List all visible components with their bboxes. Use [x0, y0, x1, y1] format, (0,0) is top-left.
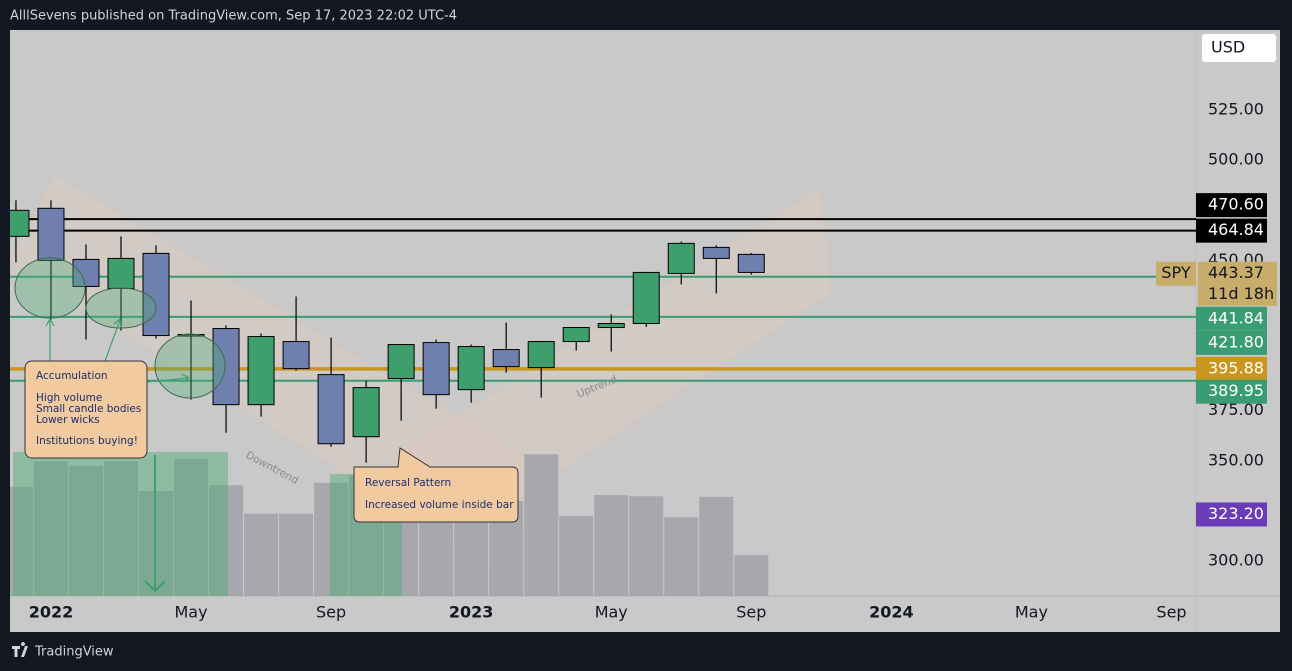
accumulation-note — [24, 360, 148, 459]
level-label: 441.84 — [1208, 308, 1264, 327]
candle-body — [597, 323, 625, 329]
volume-bar — [559, 516, 594, 596]
level-label: 395.88 — [1208, 358, 1264, 377]
axes: 525.00500.00450.00375.00350.00300.002022… — [29, 100, 1277, 622]
x-tick-label: May — [595, 603, 628, 622]
candle-body — [10, 209, 30, 237]
level-label-bg — [1196, 306, 1267, 331]
level-label-bg — [1196, 379, 1267, 404]
volume-highlight — [13, 452, 228, 596]
level-label-bg — [1196, 193, 1267, 218]
x-tick-label: Sep — [1156, 603, 1186, 622]
volume-bar — [454, 520, 489, 596]
highlight-ellipse — [85, 287, 157, 329]
y-tick-label: 525.00 — [1208, 100, 1264, 119]
y-tick-label: 300.00 — [1208, 550, 1264, 569]
volume-bar — [664, 517, 699, 596]
x-tick-label: Sep — [316, 603, 346, 622]
volume-bar — [629, 496, 664, 596]
highlight-ellipse — [14, 257, 86, 319]
candle-body — [352, 387, 380, 438]
y-tick-label: 350.00 — [1208, 450, 1264, 469]
currency-label: USD — [1211, 38, 1245, 57]
level-label: 464.84 — [1208, 220, 1264, 239]
highlight-ellipse — [154, 333, 226, 399]
plot-area: Accumulation High volume Small candle bo… — [10, 174, 1196, 596]
volume-bar — [734, 555, 769, 596]
level-label: 323.20 — [1208, 504, 1264, 523]
note-text: High volume — [36, 392, 102, 404]
annotation-arrows — [45, 317, 191, 593]
candles — [10, 200, 765, 463]
candle-body — [492, 349, 520, 368]
x-tick-label: 2022 — [29, 603, 74, 622]
note-text: Institutions buying! — [36, 435, 138, 447]
volume-bar — [594, 495, 629, 596]
last-price-tag — [1198, 261, 1277, 306]
x-tick-label: 2024 — [869, 603, 914, 622]
level-label-bg — [1196, 218, 1267, 243]
volume-bar — [174, 458, 209, 596]
volume-bar — [139, 491, 174, 596]
volume-bar — [103, 461, 139, 596]
candle-body — [422, 342, 450, 396]
note-text: Reversal Pattern — [365, 477, 451, 489]
symbol-name: SPY — [1161, 263, 1190, 282]
candle-body — [317, 374, 345, 445]
y-tick-label: 500.00 — [1208, 150, 1264, 169]
countdown: 11d 18h — [1208, 284, 1274, 303]
x-tick-label: Sep — [736, 603, 766, 622]
note-text: Small candle bodies — [36, 403, 141, 415]
level-lines — [10, 218, 1196, 382]
volume-bar — [314, 482, 349, 596]
candle-body — [737, 253, 765, 273]
volume-bar — [699, 496, 734, 596]
candle-body — [72, 258, 100, 287]
volume-bar — [524, 454, 559, 596]
y-tick-label: 375.00 — [1208, 400, 1264, 419]
volume-bar — [68, 465, 103, 596]
footer-logo: TradingView — [12, 642, 114, 660]
candle-body — [632, 271, 660, 325]
candle-body — [37, 207, 65, 261]
x-tick-label: May — [174, 603, 207, 622]
note-text: Increased volume inside bar — [365, 499, 514, 511]
footer: TradingView — [34, 645, 114, 660]
volume-bar — [10, 486, 33, 596]
level-label-bg — [1196, 330, 1267, 355]
level-label: 470.60 — [1208, 195, 1264, 214]
x-tick-label: May — [1015, 603, 1048, 622]
candle-body — [387, 344, 415, 380]
note-text: Accumulation — [36, 370, 108, 382]
candle-body — [212, 328, 240, 406]
level-label-bg — [1196, 356, 1267, 381]
note-text: Lower wicks — [36, 414, 100, 426]
candle-body — [282, 341, 310, 370]
level-label-bg — [1196, 502, 1267, 527]
volume-bar — [209, 485, 244, 596]
candle-body — [177, 334, 205, 337]
logo-icon — [12, 642, 28, 657]
volume-bar — [279, 513, 314, 596]
x-tick-label: 2023 — [449, 603, 494, 622]
header: AlllSevens published on TradingView.com,… — [10, 9, 457, 24]
candle-body — [107, 257, 135, 289]
currency-button[interactable] — [1202, 34, 1276, 62]
level-label: 389.95 — [1208, 381, 1264, 400]
volume-bar — [244, 513, 279, 596]
candle-body — [527, 341, 555, 369]
candle-body — [457, 346, 485, 391]
level-label: 421.80 — [1208, 332, 1264, 351]
last-price: 443.37 — [1208, 263, 1264, 282]
reversal-note — [353, 447, 519, 523]
volume-bar — [33, 461, 68, 596]
candle-body — [702, 246, 730, 259]
candle-body — [247, 336, 275, 406]
candle-body — [667, 242, 695, 274]
candle-body — [562, 327, 590, 343]
volume-layer — [10, 454, 769, 596]
symbol-tag — [1156, 261, 1196, 286]
